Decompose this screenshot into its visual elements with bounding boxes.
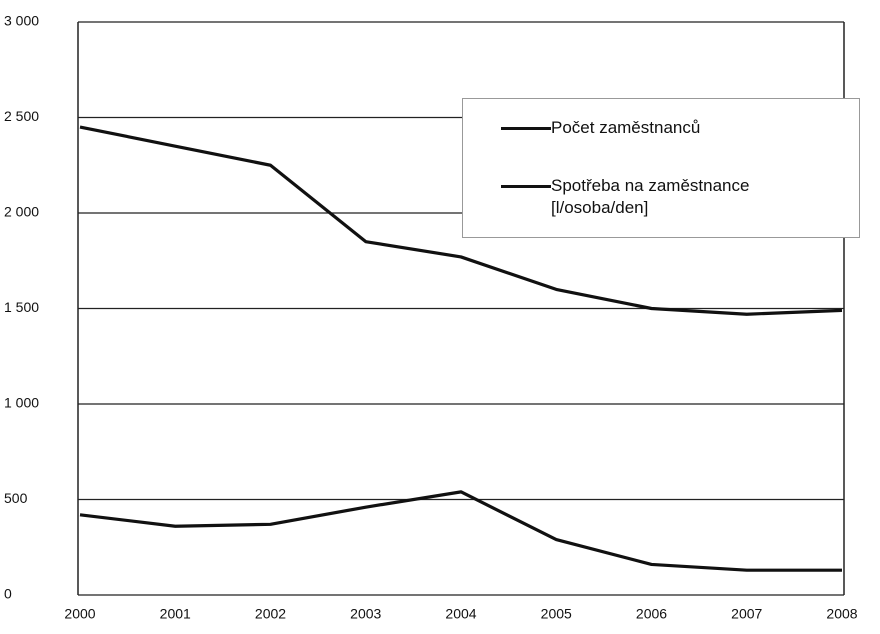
x-tick-label: 2007 <box>731 606 762 622</box>
x-tick-label: 2008 <box>826 606 857 622</box>
y-tick-label: 500 <box>4 490 28 506</box>
y-tick-label: 2 500 <box>4 108 39 124</box>
y-tick-label: 1 500 <box>4 299 39 315</box>
legend-item: Spotřeba na zaměstnance [l/osoba/den] <box>501 175 841 219</box>
legend-swatch <box>501 127 551 130</box>
legend: Počet zaměstnanců Spotřeba na zaměstnance… <box>462 98 860 238</box>
x-tick-label: 2002 <box>255 606 286 622</box>
legend-label: Počet zaměstnanců <box>551 118 701 137</box>
y-tick-label: 3 000 <box>4 13 39 29</box>
x-tick-label: 2005 <box>541 606 572 622</box>
series-line <box>79 125 843 316</box>
x-tick-label: 2004 <box>445 606 476 622</box>
legend-item: Počet zaměstnanců <box>501 117 841 139</box>
x-tick-label: 2001 <box>160 606 191 622</box>
x-tick-label: 2006 <box>636 606 667 622</box>
y-tick-label: 2 000 <box>4 204 39 220</box>
y-tick-label: 0 <box>4 586 12 602</box>
x-tick-label: 2000 <box>64 606 95 622</box>
legend-label: Spotřeba na zaměstnance [l/osoba/den] <box>551 176 750 217</box>
series-line <box>79 490 842 572</box>
y-tick-label: 1 000 <box>4 395 39 411</box>
x-tick-label: 2003 <box>350 606 381 622</box>
legend-swatch <box>501 185 551 188</box>
